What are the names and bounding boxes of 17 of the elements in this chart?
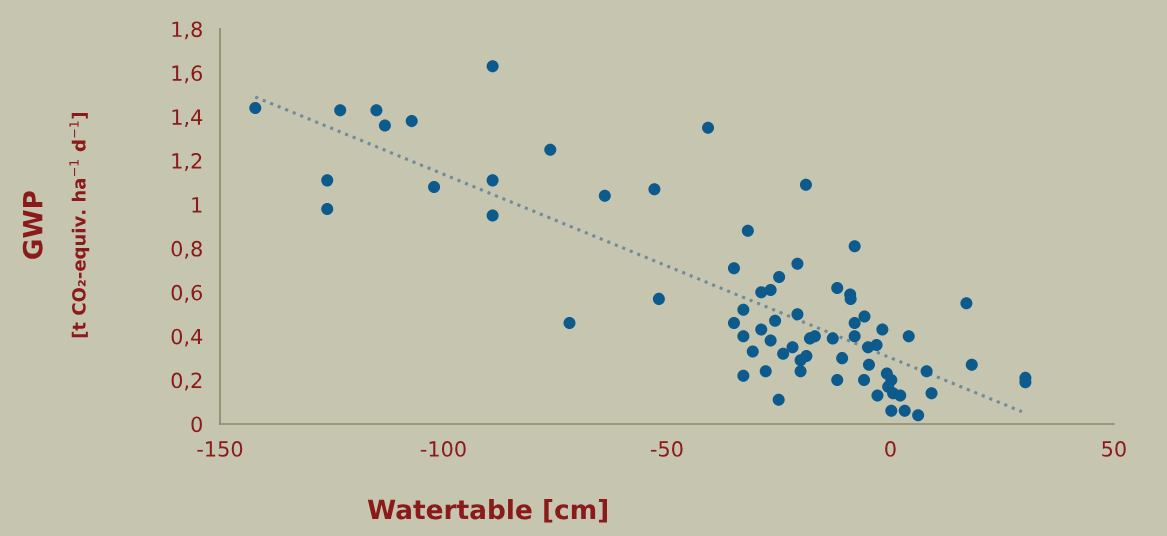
y-tick-label: 0,2 bbox=[171, 372, 202, 391]
y-tick-label: 0,8 bbox=[171, 240, 202, 259]
x-axis-title: Watertable [cm] bbox=[367, 499, 607, 523]
x-tick-label: -50 bbox=[650, 441, 683, 457]
y-tick-label: 0 bbox=[191, 416, 202, 433]
y-axis-title: GWP [t CO₂-equiv. ha$^{−1}$ d$^{−1}$] bbox=[22, 113, 90, 338]
y-tick-label: 1,6 bbox=[172, 65, 202, 84]
y-tick-label: 1,8 bbox=[172, 21, 202, 40]
x-tick-label: 0 bbox=[885, 441, 896, 457]
y-tick-label: 0,6 bbox=[171, 284, 202, 303]
y-tick-label: 1,2 bbox=[172, 153, 202, 171]
x-tick-label: -100 bbox=[420, 441, 466, 457]
y-tick-label: 1 bbox=[192, 197, 202, 213]
x-tick-label: -150 bbox=[197, 441, 243, 457]
x-tick-label: 50 bbox=[1102, 441, 1126, 457]
y-tick-label: 1,4 bbox=[172, 109, 203, 128]
y-tick-label: 0,4 bbox=[171, 328, 203, 347]
